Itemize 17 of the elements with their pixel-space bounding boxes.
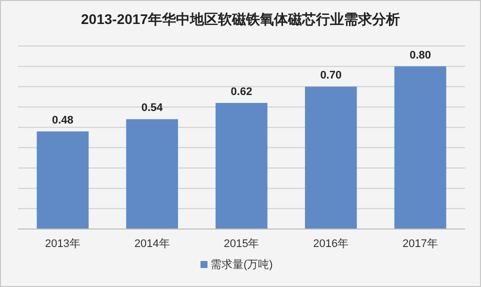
x-tick-label: 2017年	[402, 238, 438, 250]
bar	[126, 119, 178, 229]
chart-title: 2013-2017年华中地区软磁铁氧体磁芯行业需求分析	[81, 11, 400, 27]
bar	[36, 131, 89, 229]
data-label: 0.62	[230, 86, 252, 98]
data-label: 0.80	[410, 49, 432, 62]
x-tick-label: 2015年	[224, 238, 260, 250]
legend-label: 需求量(万吨)	[210, 258, 273, 271]
bar	[304, 86, 357, 229]
data-label: 0.54	[141, 102, 164, 114]
data-label: 0.70	[320, 70, 342, 82]
bar	[394, 66, 446, 229]
x-tick-label: 2014年	[134, 238, 170, 250]
x-tick-label: 2013年	[44, 238, 80, 250]
x-tick-label: 2016年	[313, 238, 349, 250]
data-label: 0.48	[52, 114, 74, 126]
bar	[216, 102, 268, 229]
